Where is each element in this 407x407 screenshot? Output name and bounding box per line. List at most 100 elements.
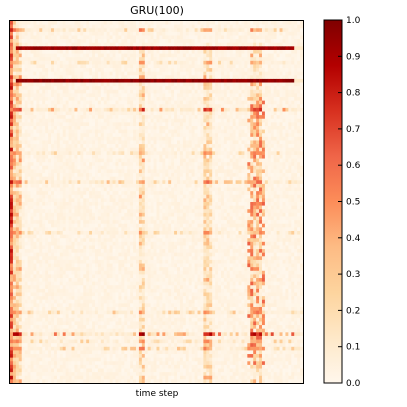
heatmap-cell	[197, 165, 201, 170]
heatmap-cell	[24, 151, 28, 156]
heatmap-cell	[177, 165, 181, 170]
heatmap-cell	[282, 57, 286, 62]
heatmap-cell	[279, 46, 283, 51]
heatmap-cell	[185, 162, 190, 167]
heatmap-cell	[220, 198, 225, 203]
heatmap-cell	[232, 122, 236, 127]
heatmap-cell	[261, 151, 266, 156]
heatmap-cell	[220, 165, 225, 170]
heatmap-cell	[42, 144, 46, 148]
heatmap-cell	[130, 31, 134, 36]
heatmap-cell	[56, 28, 61, 33]
heatmap-cell	[45, 57, 49, 62]
heatmap-cell	[12, 183, 17, 188]
heatmap-cell	[124, 28, 128, 33]
heatmap-cell	[270, 147, 274, 152]
heatmap-cell	[51, 162, 55, 167]
heatmap-cell	[279, 21, 283, 25]
heatmap-cell	[200, 78, 204, 83]
heatmap-cell	[24, 31, 28, 36]
heatmap-cell	[200, 136, 204, 141]
heatmap-cell	[188, 162, 192, 167]
heatmap-cell	[168, 39, 172, 44]
heatmap-cell	[276, 68, 280, 72]
heatmap-cell	[215, 60, 219, 65]
heatmap-cell	[150, 118, 154, 123]
heatmap-cell	[15, 151, 20, 156]
heatmap-cell	[232, 57, 236, 62]
heatmap-cell	[297, 100, 301, 105]
heatmap-cell	[220, 78, 225, 83]
heatmap-cell	[135, 180, 140, 185]
heatmap-cell	[285, 125, 289, 130]
heatmap-cell	[33, 89, 37, 94]
heatmap-cell	[247, 176, 251, 181]
heatmap-cell	[10, 100, 14, 105]
heatmap-cell	[273, 176, 277, 181]
heatmap-cell	[250, 194, 254, 199]
heatmap-cell	[36, 165, 40, 170]
heatmap-cell	[59, 198, 64, 203]
heatmap-cell	[276, 107, 280, 112]
heatmap-cell	[30, 111, 34, 116]
heatmap-cell	[127, 107, 131, 112]
heatmap-cell	[179, 97, 184, 101]
heatmap-cell	[56, 147, 61, 152]
heatmap-cell	[150, 39, 154, 44]
heatmap-cell	[68, 191, 72, 196]
heatmap-cell	[94, 165, 99, 170]
heatmap-cell	[109, 86, 113, 91]
heatmap-cell	[68, 46, 72, 51]
heatmap-cell	[141, 71, 146, 76]
heatmap-cell	[229, 118, 233, 123]
heatmap-cell	[36, 176, 40, 181]
heatmap-cell	[177, 57, 181, 62]
heatmap-cell	[109, 165, 113, 170]
heatmap-cell	[250, 154, 254, 159]
heatmap-cell	[232, 154, 236, 159]
heatmap-cell	[165, 57, 169, 62]
heatmap-cell	[223, 57, 228, 62]
heatmap-cell	[297, 89, 301, 94]
heatmap-cell	[291, 118, 295, 123]
heatmap-cell	[279, 49, 283, 54]
heatmap-cell	[226, 136, 231, 141]
heatmap-cell	[270, 86, 274, 91]
heatmap-cell	[279, 100, 283, 105]
heatmap-cell	[279, 28, 283, 33]
heatmap-cell	[106, 42, 110, 47]
heatmap-cell	[259, 115, 263, 120]
heatmap-cell	[15, 35, 20, 40]
heatmap-cell	[273, 125, 277, 130]
heatmap-cell	[191, 49, 195, 54]
heatmap-cell	[80, 169, 84, 174]
heatmap-cell	[238, 49, 242, 54]
heatmap-cell	[138, 71, 143, 76]
heatmap-cell	[253, 39, 257, 44]
heatmap-cell	[156, 122, 160, 127]
heatmap-cell	[282, 89, 286, 94]
heatmap-cell	[150, 115, 154, 120]
heatmap-cell	[244, 129, 248, 134]
heatmap-cell	[100, 28, 105, 33]
heatmap-cell	[130, 125, 134, 130]
heatmap-cell	[103, 154, 107, 159]
heatmap-cell	[83, 21, 87, 25]
heatmap-cell	[33, 111, 37, 116]
heatmap-cell	[259, 176, 263, 181]
heatmap-cell	[297, 162, 301, 167]
heatmap-cell	[261, 180, 266, 185]
heatmap-cell	[94, 28, 99, 33]
heatmap-cell	[285, 118, 289, 123]
heatmap-cell	[253, 78, 257, 83]
heatmap-cell	[241, 60, 245, 65]
heatmap-cell	[24, 183, 28, 188]
heatmap-cell	[100, 100, 105, 105]
heatmap-cell	[124, 49, 128, 54]
heatmap-cell	[282, 115, 286, 120]
heatmap-cell	[112, 191, 116, 196]
heatmap-cell	[42, 115, 46, 120]
heatmap-cell	[10, 162, 14, 167]
heatmap-cell	[92, 140, 96, 145]
heatmap-cell	[53, 118, 58, 123]
